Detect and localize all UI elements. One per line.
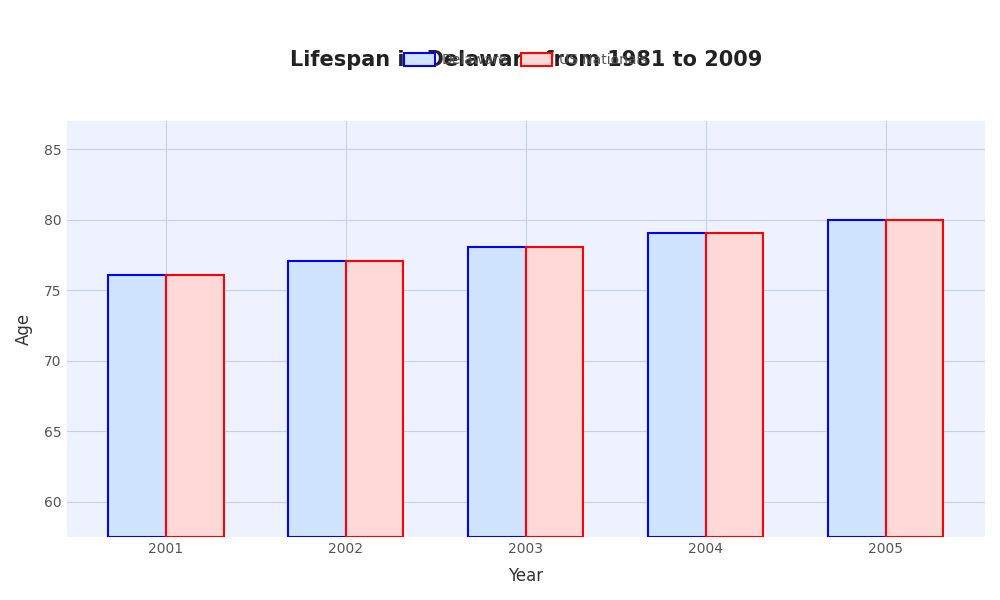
- Bar: [468, 247, 526, 537]
- Legend: Delaware, US Nationals: Delaware, US Nationals: [404, 53, 647, 67]
- Bar: [886, 220, 943, 537]
- Bar: [166, 275, 224, 537]
- Y-axis label: Age: Age: [15, 313, 33, 345]
- Bar: [108, 275, 166, 537]
- Bar: [288, 261, 346, 537]
- Bar: [526, 247, 583, 537]
- Bar: [648, 233, 706, 537]
- Bar: [828, 220, 886, 537]
- X-axis label: Year: Year: [508, 567, 543, 585]
- Bar: [346, 261, 403, 537]
- Title: Lifespan in Delaware from 1981 to 2009: Lifespan in Delaware from 1981 to 2009: [290, 50, 762, 70]
- Bar: [706, 233, 763, 537]
